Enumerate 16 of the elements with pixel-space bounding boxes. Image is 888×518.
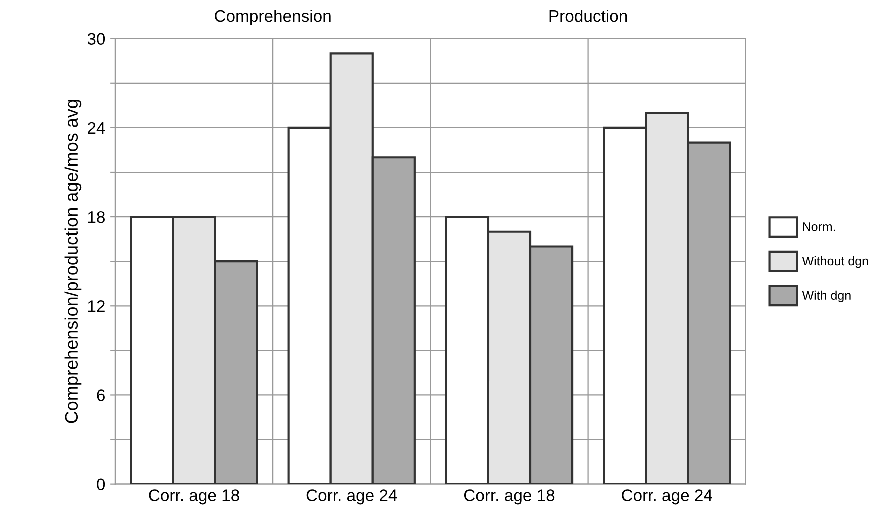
y-tick-label: 24 (88, 122, 106, 134)
legend-label: Norm. (803, 222, 836, 232)
y-tick-label: 0 (97, 478, 106, 491)
legend-label: Without dgn (802, 256, 868, 268)
text: Comprehension (215, 10, 331, 26)
x-tick-label: Corr. age 18 (464, 490, 555, 505)
x-tick-label: Corr. age 18 (149, 490, 240, 505)
y-tick-label: 30 (88, 33, 106, 46)
y-tick-label: 18 (88, 211, 105, 224)
y-axis-title: Comprehension/production age/mos avg (64, 100, 82, 424)
x-tick-label: Corr. age 24 (622, 490, 712, 505)
x-tick-label: Corr. age 24 (306, 490, 398, 505)
text: Production (550, 10, 628, 22)
y-tick-label: 12 (88, 300, 105, 312)
legend-label: With dgn (802, 290, 851, 302)
y-tick-label: 6 (97, 390, 105, 402)
